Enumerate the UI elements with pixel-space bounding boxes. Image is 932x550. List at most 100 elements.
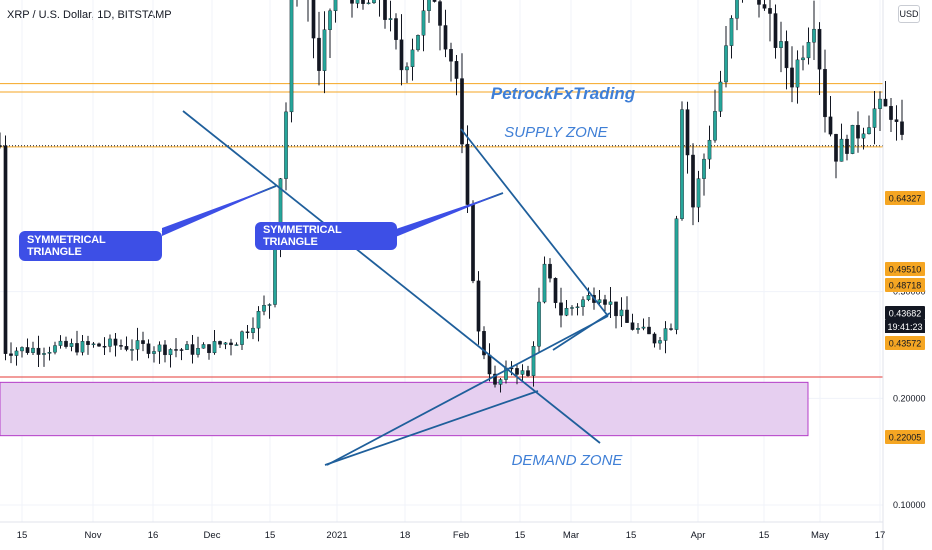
demand-zone-label: DEMAND ZONE	[512, 452, 624, 469]
candle-body	[113, 338, 118, 346]
candle-body	[119, 345, 123, 347]
candle-body	[207, 344, 211, 354]
price-badge-label: 0.22005	[889, 433, 922, 443]
candle-body	[361, 0, 365, 4]
x-tick-label: 15	[759, 530, 770, 541]
chart-title: XRP / U.S. Dollar, 1D, BITSTAMP	[7, 9, 172, 21]
trend-line	[552, 312, 611, 351]
candle-body	[729, 18, 734, 46]
candles	[0, 0, 904, 393]
price-badge	[885, 278, 925, 292]
candle-body	[58, 340, 63, 346]
candle-body	[69, 343, 74, 347]
candle-body	[64, 340, 68, 347]
candle-body	[284, 111, 288, 179]
trend-line	[182, 110, 601, 444]
candle-body	[460, 78, 464, 145]
candle-body	[471, 204, 475, 282]
candle-body	[108, 338, 112, 347]
candle-body	[20, 347, 24, 352]
candle-body	[124, 346, 129, 350]
candle-body	[388, 18, 393, 20]
candle-body	[531, 346, 536, 376]
price-badge	[885, 430, 925, 444]
candle-body	[223, 342, 228, 345]
candle-body	[36, 347, 41, 355]
candle-body	[383, 0, 387, 20]
candle-body	[146, 343, 151, 354]
candle-body	[515, 368, 519, 375]
candle-body	[537, 301, 541, 347]
candle-body	[718, 81, 723, 112]
candle-body	[542, 263, 547, 303]
candle-body	[625, 309, 629, 323]
candle-body	[157, 344, 162, 352]
candle-body	[355, 0, 360, 4]
candle-body	[553, 278, 558, 303]
candle-body	[658, 340, 662, 344]
candle-body	[416, 35, 420, 51]
currency-button[interactable]: USD	[898, 5, 920, 23]
candle-body	[152, 351, 156, 354]
candle-body	[894, 119, 899, 122]
candle-body	[575, 306, 580, 309]
candle-body	[608, 301, 613, 305]
candle-body	[262, 305, 266, 312]
candle-body	[586, 295, 591, 300]
candle-body	[663, 328, 668, 341]
candle-body	[229, 342, 233, 346]
candle-body	[850, 124, 855, 154]
supply-zone-label: SUPPLY ZONE	[504, 124, 608, 141]
price-badge-label: 0.43572	[889, 339, 922, 349]
candle-body	[856, 124, 860, 139]
price-badge	[885, 262, 925, 276]
candle-body	[405, 66, 409, 71]
candle-body	[724, 45, 728, 83]
candle-body	[817, 28, 822, 70]
demand-zone	[0, 381, 809, 437]
x-tick-label: 2021	[326, 530, 347, 541]
x-tick-label: Nov	[85, 530, 102, 541]
trend-line	[324, 390, 539, 466]
candle-body	[168, 349, 173, 356]
x-tick-label: May	[811, 530, 829, 541]
candle-body	[141, 340, 145, 344]
candle-body	[372, 0, 376, 4]
candle-body	[691, 154, 695, 208]
candle-body	[240, 331, 244, 345]
candle-body	[449, 49, 453, 62]
candle-body	[185, 344, 189, 350]
candle-body	[867, 127, 871, 135]
candle-body	[570, 307, 574, 309]
candle-body	[779, 41, 783, 48]
candle-body	[0, 145, 2, 147]
x-tick-label: 15	[17, 530, 28, 541]
candle-body	[476, 280, 481, 332]
price-badge-label: 0.43682	[889, 309, 922, 319]
candle-body	[438, 1, 442, 26]
candle-body	[102, 346, 107, 348]
candle-body	[762, 4, 767, 9]
candle-body	[454, 61, 459, 79]
candle-body	[91, 343, 96, 346]
trend-lines	[161, 110, 611, 466]
candle-body	[86, 341, 90, 345]
callout-pointer-2	[393, 193, 503, 238]
candle-body	[647, 326, 651, 335]
candle-body	[75, 343, 79, 353]
candle-body	[834, 133, 838, 162]
candle-body	[3, 145, 8, 354]
countdown-badge	[885, 320, 925, 333]
candle-body	[97, 343, 101, 347]
candle-body	[806, 42, 811, 59]
x-tick-label: 15	[265, 530, 276, 541]
candle-body	[427, 0, 431, 11]
candle-body	[267, 304, 272, 306]
price-badge	[885, 306, 925, 320]
callout-pointer-1	[162, 186, 276, 236]
candle-body	[861, 133, 866, 139]
candle-body	[559, 302, 563, 316]
candle-body	[707, 139, 712, 160]
candle-body	[520, 370, 525, 375]
